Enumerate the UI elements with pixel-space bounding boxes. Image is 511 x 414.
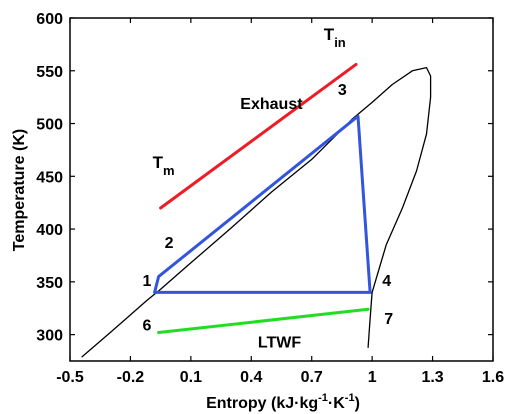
y-tick-label: 350 [36, 275, 63, 292]
temp-label-t-m: Tm [153, 153, 175, 178]
ltwf-line [157, 307, 370, 334]
x-tick-label: -0.2 [117, 369, 145, 386]
x-tick-label: -0.5 [56, 369, 84, 386]
y-tick-label: 400 [36, 222, 63, 239]
x-axis-label-part1: Entropy (kJ·kg [206, 395, 318, 412]
temp-label-subscript: m [163, 163, 175, 178]
y-tick-label: 600 [36, 11, 63, 28]
state-point-1: 1 [143, 273, 152, 290]
state-point-2: 2 [165, 235, 174, 252]
temp-label-base: T [324, 25, 335, 44]
y-tick-label: 500 [36, 117, 63, 134]
x-tick-label: 0.1 [180, 369, 202, 386]
x-axis-label-exp2: -1 [345, 392, 355, 404]
y-tick-label: 300 [36, 328, 63, 345]
y-tick-label: 550 [36, 64, 63, 81]
y-axis-label: Temperature (K) [11, 129, 28, 251]
x-tick-label: 1.6 [482, 369, 504, 386]
x-axis-label-part2: ·K [328, 395, 345, 412]
exhaust-line [159, 62, 358, 210]
cycle-line [153, 114, 372, 294]
axis-ticks: -0.5 -0.2 0.1 0.4 0.7 1 1.3 1.6 300 350 400 450 500 5… [36, 11, 504, 386]
state-point-4: 4 [382, 273, 391, 290]
temp-label-base: T [153, 153, 164, 172]
x-axis-label: Entropy (kJ·kg-1·K-1) [206, 392, 360, 412]
y-tick-label: 450 [36, 169, 63, 186]
plot-curves [81, 62, 432, 358]
x-axis-label-exp1: -1 [318, 392, 328, 404]
x-axis-label-part3: ) [355, 395, 360, 412]
plot-frame [69, 17, 494, 362]
state-point-6: 6 [143, 317, 152, 334]
temp-label-t-in: Tin [324, 25, 346, 50]
ltwf-label: LTWF [258, 334, 301, 351]
state-point-3: 3 [338, 82, 347, 99]
exhaust-label: Exhaust [240, 96, 303, 113]
x-tick-label: 0.7 [301, 369, 323, 386]
saturation-dome-line [81, 66, 432, 358]
x-tick-label: 1 [368, 369, 377, 386]
plot-area [70, 18, 493, 361]
x-tick-label: 0.4 [240, 369, 262, 386]
temp-label-subscript: in [334, 35, 346, 50]
x-tick-label: 1.3 [421, 369, 443, 386]
state-point-7: 7 [384, 311, 393, 328]
